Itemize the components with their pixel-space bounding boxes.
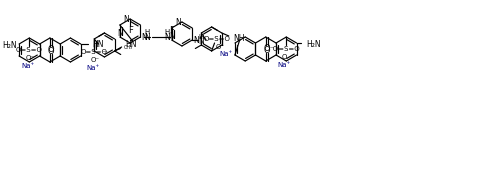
Text: H: H — [145, 29, 150, 35]
Text: O=S=O: O=S=O — [16, 47, 43, 53]
Text: N: N — [164, 32, 170, 41]
Text: F: F — [128, 26, 133, 35]
Text: N: N — [169, 32, 175, 40]
Text: ⁻O=S=O: ⁻O=S=O — [270, 46, 301, 52]
Text: O: O — [263, 45, 270, 54]
Text: N: N — [193, 36, 199, 45]
Text: NH: NH — [233, 33, 244, 43]
Text: O=S=O: O=S=O — [81, 49, 107, 55]
Text: O=S=O: O=S=O — [204, 36, 231, 42]
Text: O⁻: O⁻ — [216, 44, 225, 50]
Text: N: N — [198, 36, 204, 45]
Text: HN: HN — [93, 40, 104, 49]
Text: N: N — [175, 18, 181, 27]
Text: N: N — [117, 28, 123, 37]
Text: H₂N: H₂N — [307, 40, 321, 49]
Text: O⁻: O⁻ — [26, 55, 35, 61]
Text: N: N — [123, 15, 129, 23]
Text: Na⁺: Na⁺ — [278, 62, 291, 68]
Text: O: O — [263, 44, 270, 53]
Text: H₂N: H₂N — [2, 40, 17, 49]
Text: O: O — [48, 45, 54, 53]
Text: Na⁺: Na⁺ — [220, 51, 233, 57]
Text: O⁻: O⁻ — [91, 57, 100, 63]
Text: O: O — [282, 54, 287, 60]
Text: —: — — [115, 48, 120, 53]
Text: N: N — [144, 32, 150, 41]
Text: N: N — [141, 32, 147, 41]
Text: H: H — [165, 29, 170, 35]
Text: H: H — [199, 34, 204, 40]
Text: CH₃: CH₃ — [124, 45, 133, 49]
Text: HN: HN — [126, 40, 137, 49]
Text: Na⁺: Na⁺ — [22, 63, 35, 69]
Text: —: — — [102, 49, 107, 54]
Text: Na⁺: Na⁺ — [87, 65, 100, 71]
Text: F: F — [169, 26, 174, 35]
Text: O: O — [48, 46, 54, 56]
